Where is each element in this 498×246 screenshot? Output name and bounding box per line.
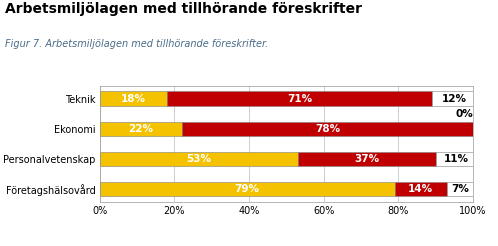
Bar [100, 152, 297, 166]
Text: Arbetsmiljölagen med tillhörande föreskrifter: Arbetsmiljölagen med tillhörande föreskr… [5, 2, 362, 16]
Text: 37%: 37% [354, 154, 379, 164]
Bar [297, 152, 436, 166]
Bar [167, 91, 432, 106]
Bar [182, 122, 473, 136]
Text: 12%: 12% [442, 94, 467, 104]
Text: 79%: 79% [235, 184, 259, 194]
Text: 22%: 22% [128, 124, 153, 134]
Bar [432, 91, 477, 106]
Text: 18%: 18% [121, 94, 146, 104]
Text: 0%: 0% [455, 109, 473, 119]
Text: 78%: 78% [315, 124, 340, 134]
Bar [436, 152, 477, 166]
Bar [100, 91, 167, 106]
Text: 11%: 11% [444, 154, 469, 164]
Bar [447, 182, 473, 197]
Bar [100, 182, 394, 197]
Bar [100, 122, 182, 136]
Legend: Ja, Nej, Vet ej: Ja, Nej, Vet ej [221, 244, 352, 246]
Bar [394, 182, 447, 197]
Text: Figur 7. Arbetsmiljölagen med tillhörande föreskrifter.: Figur 7. Arbetsmiljölagen med tillhörand… [5, 39, 268, 49]
Text: 7%: 7% [451, 184, 469, 194]
Text: 71%: 71% [287, 94, 312, 104]
Text: 14%: 14% [408, 184, 433, 194]
Text: 53%: 53% [186, 154, 211, 164]
